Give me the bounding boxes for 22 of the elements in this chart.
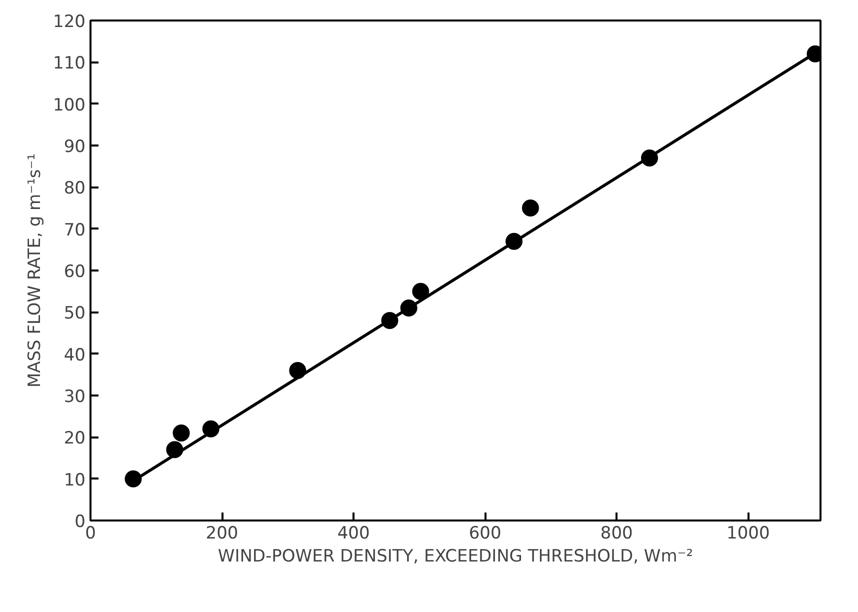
- y-tick-label: 60: [64, 262, 86, 282]
- y-tick-label: 110: [53, 54, 86, 74]
- x-axis-title: WIND-POWER DENSITY, EXCEEDING THRESHOLD, Wm⁻²: [218, 546, 694, 566]
- y-axis-title: MASS FLOW RATE, g m⁻¹s⁻¹: [25, 153, 46, 388]
- y-tick-label: 20: [64, 428, 86, 449]
- x-tick-label: 1000: [726, 524, 770, 544]
- y-tick-label: 80: [64, 178, 86, 199]
- y-tick-label: 120: [53, 12, 86, 32]
- y-tick-label: 30: [64, 387, 86, 407]
- y-tick-label: 50: [64, 304, 86, 324]
- y-tick-label: 90: [64, 137, 86, 157]
- point: [522, 200, 539, 216]
- y-tick-label: 70: [64, 220, 86, 240]
- x-tick-label: 400: [337, 524, 370, 544]
- x-tick-label: 200: [206, 524, 238, 544]
- x-tick-label: 800: [600, 524, 633, 544]
- y-tick-label: 40: [64, 345, 86, 366]
- y-tick-label: 10: [64, 470, 86, 490]
- point: [412, 282, 430, 300]
- y-tick-label: 100: [53, 95, 86, 116]
- x-tick-label: 600: [468, 524, 502, 544]
- point: [172, 424, 190, 442]
